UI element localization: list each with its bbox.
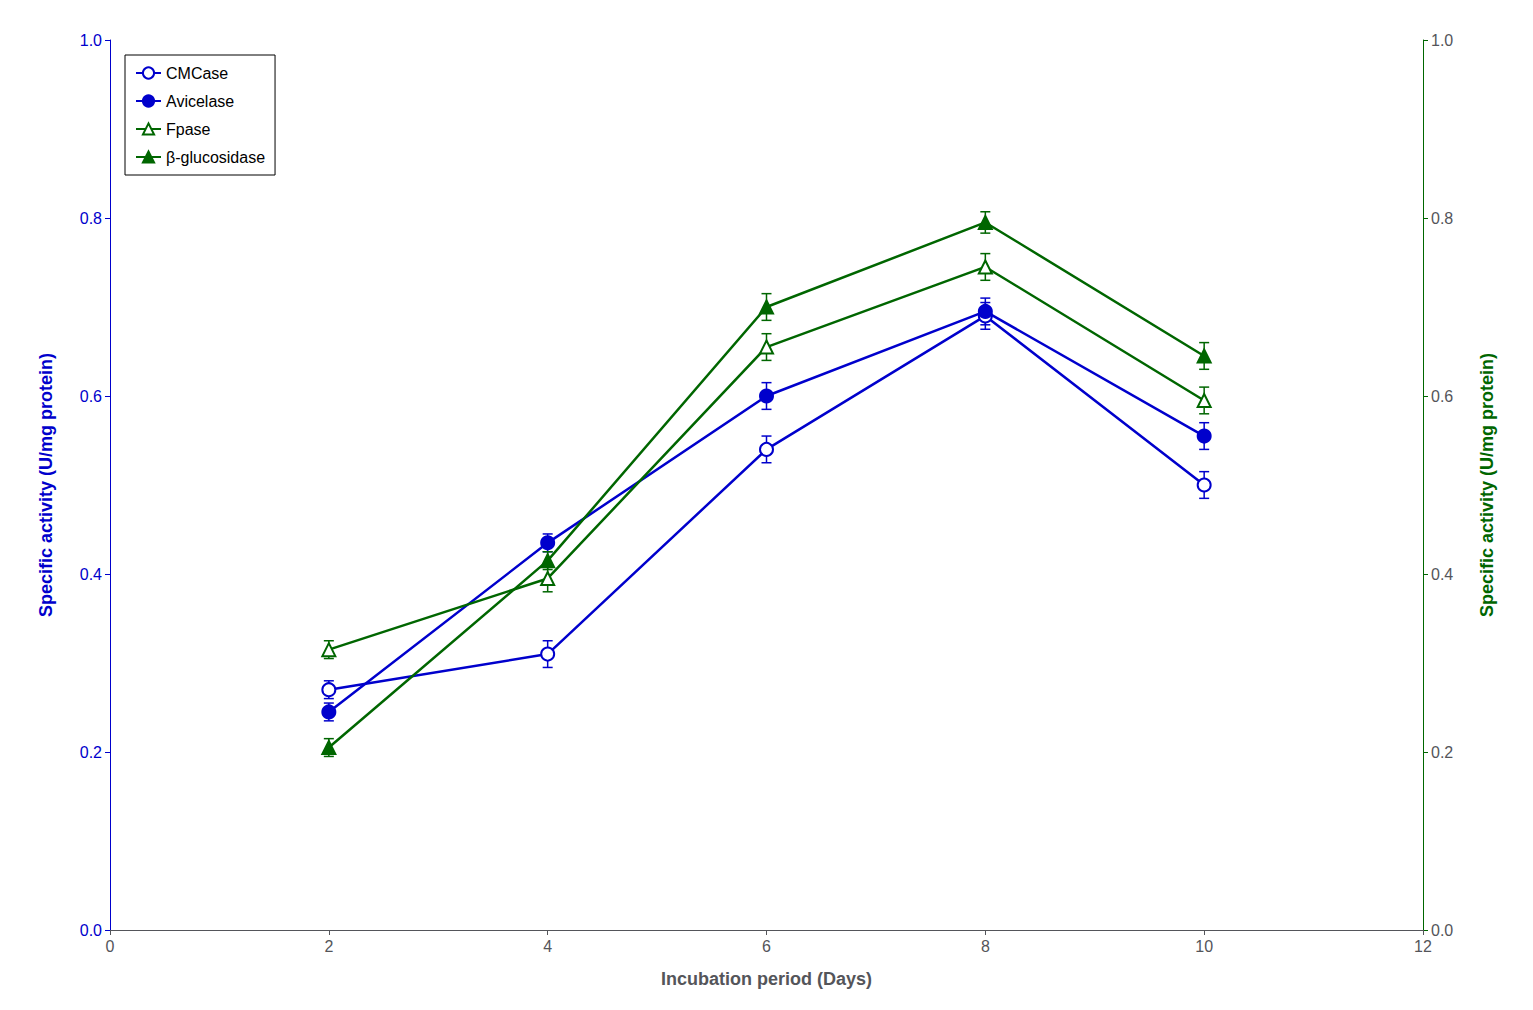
svg-text:Avicelase: Avicelase [166,93,234,110]
svg-text:10: 10 [1195,938,1213,955]
svg-text:0.4: 0.4 [80,566,102,583]
svg-text:Specific activity (U/mg protei: Specific activity (U/mg protein) [36,353,56,617]
svg-text:8: 8 [981,938,990,955]
svg-text:Specific activity (U/mg protei: Specific activity (U/mg protein) [1477,353,1497,617]
svg-text:0.8: 0.8 [80,210,102,227]
svg-text:1.0: 1.0 [80,32,102,49]
svg-text:1.0: 1.0 [1431,32,1453,49]
svg-text:6: 6 [762,938,771,955]
svg-text:0.8: 0.8 [1431,210,1453,227]
svg-text:Fpase: Fpase [166,121,211,138]
svg-text:0.4: 0.4 [1431,566,1453,583]
svg-text:0.2: 0.2 [1431,744,1453,761]
svg-text:4: 4 [543,938,552,955]
svg-text:β-glucosidase: β-glucosidase [166,149,265,166]
svg-text:0.6: 0.6 [80,388,102,405]
svg-text:0: 0 [106,938,115,955]
svg-text:CMCase: CMCase [166,65,228,82]
svg-text:Incubation period (Days): Incubation period (Days) [661,969,872,989]
svg-text:12: 12 [1414,938,1432,955]
svg-text:0.2: 0.2 [80,744,102,761]
svg-text:2: 2 [324,938,333,955]
svg-text:0.6: 0.6 [1431,388,1453,405]
svg-text:0.0: 0.0 [80,922,102,939]
svg-text:0.0: 0.0 [1431,922,1453,939]
